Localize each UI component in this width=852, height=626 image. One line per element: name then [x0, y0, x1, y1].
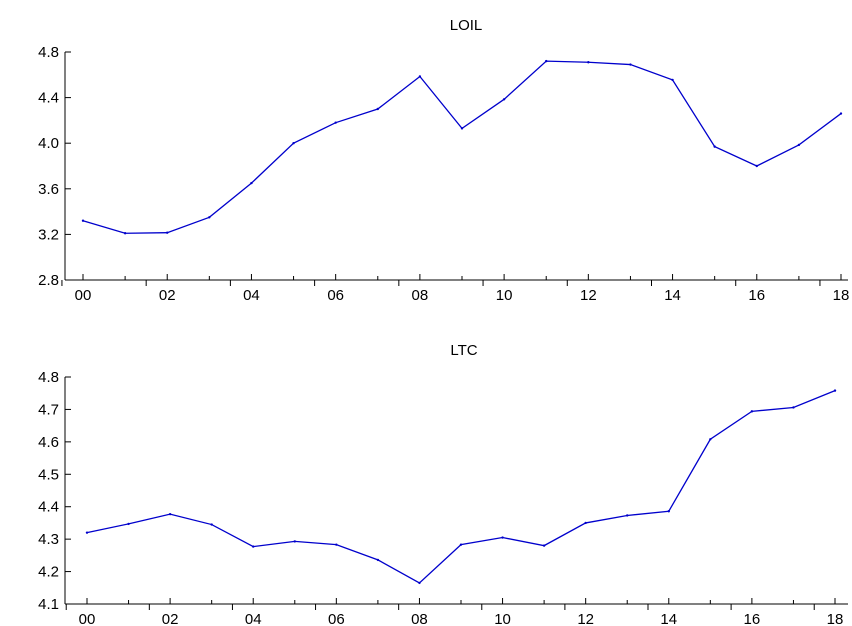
loil-data-point [376, 107, 379, 111]
ltc-x-tick-label: 12 [577, 611, 594, 626]
ltc-x-tick-label: 16 [744, 611, 761, 626]
ltc-data-point [709, 438, 712, 441]
ltc-y-ticks: 4.1 4.2 4.3 4.4 4.5 4.6 4.7 4.8 [38, 369, 71, 613]
loil-y-tick-label: 4.8 [38, 44, 59, 61]
loil-x-tick-label: 02 [159, 287, 176, 304]
loil-data-point [334, 121, 337, 124]
loil-data-point [587, 61, 590, 64]
ltc-y-tick-label: 4.5 [38, 466, 59, 483]
loil-data-point [755, 164, 758, 168]
loil-data-point [671, 78, 674, 82]
loil-y-tick-label: 3.6 [38, 181, 59, 198]
loil-x-tick-label: 04 [243, 287, 260, 304]
loil-data-point [250, 181, 253, 185]
ltc-x-ticks: 00 02 04 06 08 10 12 14 16 18 [65, 598, 844, 626]
loil-data-point [713, 145, 716, 148]
loil-y-tick-label: 2.8 [38, 272, 59, 289]
loil-panel: LOIL 2.8 3.2 3.6 4.0 4.4 4.8 00 02 04 06 08 10 12 14… [38, 17, 849, 304]
loil-x-tick-label: 00 [75, 287, 92, 304]
ltc-chart-title: LTC [450, 342, 477, 359]
ltc-y-tick-label: 4.8 [38, 369, 59, 386]
ltc-data-point [542, 544, 546, 547]
loil-y-tick-label: 3.2 [38, 226, 59, 243]
loil-data-point [460, 127, 464, 130]
ltc-x-tick-label: 06 [328, 611, 345, 626]
loil-x-ticks: 00 02 04 06 08 10 12 14 16 18 [61, 274, 850, 304]
ltc-data-point [376, 558, 380, 562]
ltc-data-point [418, 581, 421, 585]
ltc-y-tick-label: 4.2 [38, 564, 59, 581]
ltc-y-tick-label: 4.1 [38, 596, 59, 613]
ltc-panel: LTC 4.1 4.2 4.3 4.4 4.5 4.6 4.7 4.8 00 02 04 06 08 1… [38, 342, 848, 626]
ltc-x-tick-label: 04 [245, 611, 262, 626]
loil-data-point [81, 219, 85, 222]
ltc-x-tick-label: 18 [827, 611, 844, 626]
ltc-y-tick-label: 4.6 [38, 434, 59, 451]
ltc-data-point [168, 512, 172, 516]
ltc-data-point [750, 410, 754, 413]
ltc-data-point [792, 406, 795, 409]
loil-data-point [629, 63, 632, 66]
ltc-data-point [459, 543, 463, 546]
loil-data-point [502, 98, 506, 101]
ltc-data-point [210, 523, 213, 526]
loil-x-tick-label: 18 [833, 287, 850, 304]
ltc-data-point [127, 522, 130, 526]
loil-series-line [82, 60, 842, 234]
ltc-data-point [501, 536, 504, 539]
loil-x-tick-label: 08 [412, 287, 429, 304]
loil-data-point [208, 216, 211, 219]
ltc-y-tick-label: 4.3 [38, 531, 59, 548]
ltc-data-point [584, 521, 587, 525]
ltc-x-tick-label: 10 [494, 611, 511, 626]
ltc-data-point [335, 543, 338, 546]
loil-x-tick-label: 06 [327, 287, 344, 304]
loil-y-tick-label: 4.0 [38, 135, 59, 152]
loil-data-point [292, 142, 295, 145]
loil-data-point [123, 232, 127, 235]
ltc-x-tick-label: 00 [79, 611, 96, 626]
ltc-data-point [85, 531, 89, 534]
ltc-x-tick-label: 08 [411, 611, 428, 626]
ltc-x-tick-label: 02 [162, 611, 179, 626]
ltc-data-point [667, 510, 670, 513]
loil-y-ticks: 2.8 3.2 3.6 4.0 4.4 4.8 [38, 44, 71, 289]
loil-data-point [797, 143, 801, 147]
loil-data-point [839, 112, 843, 115]
ltc-data-point [252, 545, 255, 548]
ltc-data-point [293, 540, 296, 543]
loil-y-tick-label: 4.4 [38, 90, 59, 107]
ltc-y-tick-label: 4.7 [38, 401, 59, 418]
loil-x-tick-label: 10 [496, 287, 513, 304]
loil-x-tick-label: 16 [748, 287, 765, 304]
ltc-series-line [86, 390, 836, 584]
ltc-x-tick-label: 14 [660, 611, 677, 626]
loil-data-point [418, 75, 422, 78]
ltc-y-tick-label: 4.4 [38, 499, 59, 516]
loil-x-tick-label: 14 [664, 287, 681, 304]
ltc-data-point [833, 389, 837, 392]
ltc-data-point [626, 514, 629, 517]
loil-data-point [545, 59, 548, 63]
loil-x-tick-label: 12 [580, 287, 597, 304]
loil-data-point [166, 231, 169, 234]
loil-chart-title: LOIL [450, 17, 483, 34]
